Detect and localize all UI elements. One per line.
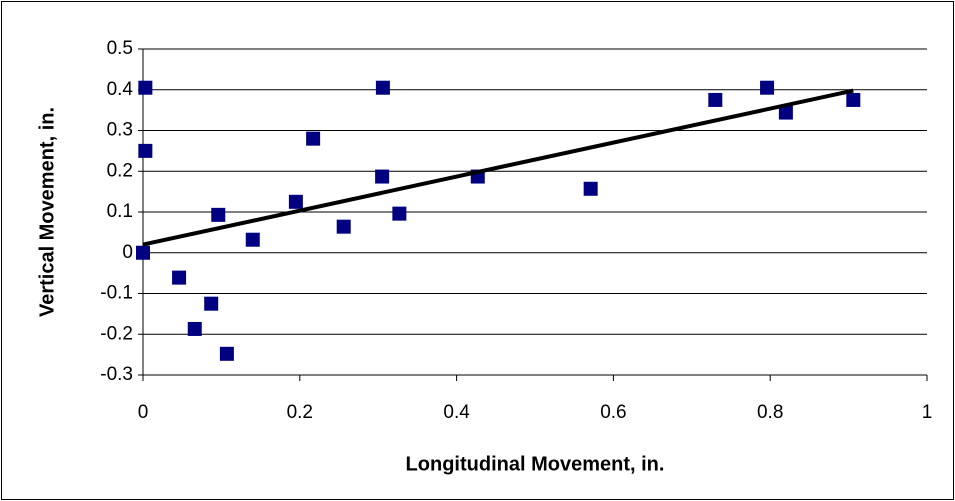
point	[211, 207, 226, 222]
y-tick-label: -0.1	[100, 283, 133, 304]
x-tick-label: 1	[922, 402, 933, 423]
point	[392, 206, 407, 221]
point	[375, 80, 390, 95]
x-tick-label: 0.6	[600, 402, 626, 423]
point	[187, 321, 202, 336]
trendline	[142, 88, 854, 247]
x-tick-label: 0.2	[287, 402, 313, 423]
point	[138, 143, 153, 158]
point	[375, 169, 390, 184]
point	[708, 92, 723, 107]
point	[336, 219, 351, 234]
y-tick-label: -0.3	[100, 364, 133, 385]
point	[846, 92, 861, 107]
point	[760, 80, 775, 95]
point	[306, 131, 321, 146]
x-axis-title: Longitudinal Movement, in.	[406, 453, 665, 475]
y-tick-label: 0.5	[107, 38, 133, 59]
point	[583, 181, 598, 196]
x-tick-label: 0	[138, 402, 149, 423]
point	[136, 245, 150, 260]
point	[778, 105, 793, 120]
x-tick-label: 0.4	[443, 402, 470, 423]
y-tick-label: 0.1	[107, 201, 133, 222]
y-tick-label: 0.4	[107, 79, 134, 100]
y-tick-label: 0	[122, 242, 133, 263]
y-tick-label: -0.2	[100, 323, 133, 344]
point	[138, 80, 153, 95]
y-tick-label: 0.2	[107, 160, 133, 181]
point	[204, 296, 219, 311]
point	[288, 194, 303, 209]
y-axis-title: Vertical Movement, in.	[36, 107, 58, 317]
point	[219, 346, 234, 361]
x-tick-label: 0.8	[757, 402, 783, 423]
point	[172, 270, 187, 285]
y-tick-label: 0.3	[107, 120, 133, 141]
point	[245, 232, 260, 247]
